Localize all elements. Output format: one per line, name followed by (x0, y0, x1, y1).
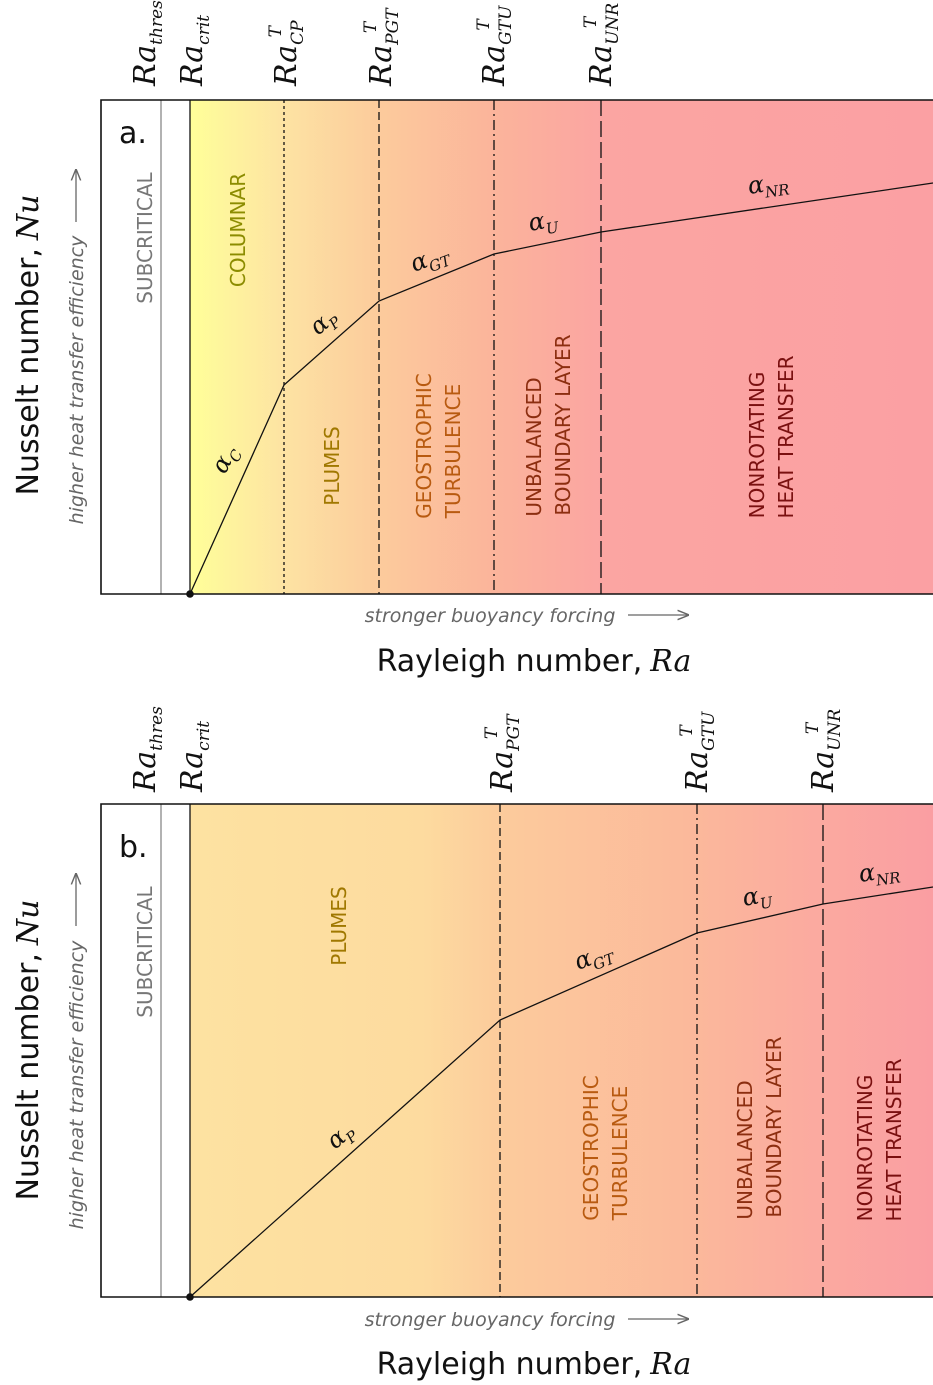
onset-point-b (186, 1293, 194, 1301)
regime-columnar-a: COLUMNAR (226, 173, 250, 287)
scaling-curve-b (189, 886, 933, 1298)
threshold-ra-thres-b: Rathres (128, 706, 167, 793)
panel-letter-a: a. (119, 116, 147, 151)
regime-geostrophic-a-1: GEOSTROPHIC (412, 373, 436, 518)
frame-b (100, 803, 933, 1298)
regime-geostrophic-b-1: GEOSTROPHIC (579, 1075, 603, 1220)
region-unbalanced-a (494, 100, 601, 594)
region-plumes-a (284, 100, 379, 594)
threshold-ra-gtu-a: RaGTUT (474, 5, 516, 87)
region-unbalanced-b (697, 804, 823, 1297)
threshold-ra-unr-a: RaUNRT (581, 3, 623, 87)
region-nonrotating-b (823, 804, 933, 1297)
onset-point-a (186, 590, 194, 598)
threshold-ra-pgt-b: RaPGTT (482, 713, 524, 793)
threshold-ra-crit-b: Racrit (175, 721, 214, 793)
regime-subcritical-a: SUBCRITICAL (133, 171, 157, 303)
regime-unbalanced-b-1: UNBALANCED (733, 1080, 757, 1219)
panel-a: a. SUBCRITICAL COLUMNAR PLUMES GEOSTROPH… (11, 0, 933, 679)
region-subcritical-a (101, 100, 161, 594)
region-nonrotating-a (601, 100, 933, 594)
regime-unbalanced-a-1: UNBALANCED (522, 377, 546, 516)
region-subcritical-b (101, 804, 161, 1297)
regime-nonrotating-b-1: NONROTATING (853, 1075, 877, 1222)
threshold-ra-gtu-b: RaGTUT (677, 711, 719, 793)
slope-alpha-nr-b: αNR (857, 855, 902, 892)
x-axis-hint-a: stronger buoyancy forcing (365, 605, 616, 627)
y-axis-hint-b: higher heat transfer efficiency (66, 940, 88, 1229)
threshold-ra-thres-a: Rathres (128, 0, 167, 87)
slope-alpha-nr-a: αNR (746, 167, 791, 204)
regime-nonrotating-a-2: HEAT TRANSFER (774, 355, 798, 518)
region-geostrophic-b (500, 804, 697, 1297)
region-plumes-b (190, 804, 500, 1297)
region-columnar-a (190, 100, 284, 594)
region-geostrophic-a (379, 100, 494, 594)
slope-alpha-u-a: αU (526, 204, 561, 241)
y-axis-title-b: Nusselt number,Nu (11, 899, 46, 1200)
panel-letter-b: b. (119, 830, 148, 865)
frame-a (100, 99, 933, 595)
y-axis-hint-a: higher heat transfer efficiency (66, 235, 88, 524)
slope-alpha-u-b: αU (740, 879, 775, 916)
regime-nonrotating-b-2: HEAT TRANSFER (882, 1058, 906, 1221)
regime-unbalanced-b-2: BOUNDARY LAYER (762, 1036, 786, 1217)
regime-plumes-b: PLUMES (327, 886, 351, 965)
threshold-ra-crit-a: Racrit (175, 15, 214, 87)
scaling-curve-a (189, 182, 933, 595)
regime-subcritical-b: SUBCRITICAL (133, 885, 157, 1017)
regime-unbalanced-a-2: BOUNDARY LAYER (551, 334, 575, 515)
regime-nonrotating-a-1: NONROTATING (745, 372, 769, 519)
regime-geostrophic-b-2: TURBULENCE (608, 1086, 632, 1221)
x-axis-title-b: Rayleigh number, Ra (377, 1347, 692, 1382)
threshold-ra-pgt-a: RaPGTT (361, 7, 403, 87)
x-axis-hint-b: stronger buoyancy forcing (365, 1309, 616, 1331)
threshold-ra-unr-b: RaUNRT (803, 709, 845, 793)
x-axis-title-a: Rayleigh number, Ra (377, 644, 692, 679)
panel-b: b. SUBCRITICAL PLUMES GEOSTROPHIC TURBUL… (11, 706, 933, 1382)
regime-geostrophic-a-2: TURBULENCE (441, 384, 465, 519)
y-axis-title-a: Nusselt number,Nu (11, 194, 46, 495)
threshold-ra-cp-a: RaCPT (266, 20, 308, 87)
regime-plumes-a: PLUMES (320, 426, 344, 505)
